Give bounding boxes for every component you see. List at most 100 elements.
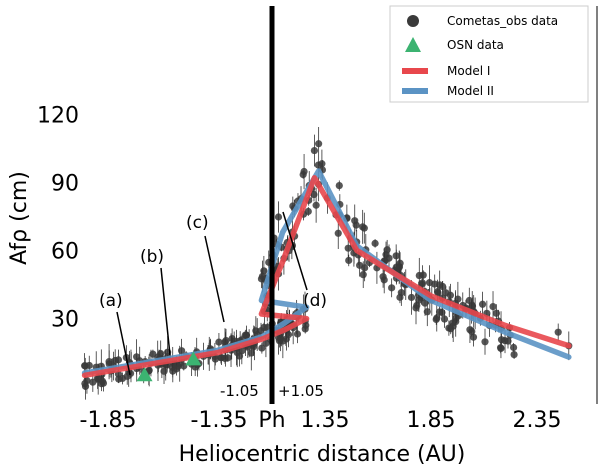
- obs-point: [434, 287, 442, 296]
- legend-box: [389, 5, 589, 103]
- obs-point: [99, 379, 108, 387]
- annotations: (a) (b) (c) (d): [99, 211, 327, 376]
- obs-point: [383, 246, 391, 254]
- obs-point: [300, 167, 308, 176]
- obs-point: [442, 289, 450, 297]
- obs-point: [314, 161, 322, 169]
- model-lines: [81, 168, 572, 379]
- obs-point: [315, 140, 323, 148]
- obs-point: [274, 213, 283, 221]
- obs-point: [492, 309, 500, 317]
- obs-point: [440, 315, 449, 323]
- obs-point: [510, 343, 518, 352]
- perihelion-left-label: -1.05: [220, 382, 259, 400]
- y-tick-label: 120: [37, 103, 79, 128]
- obs-point: [359, 223, 367, 231]
- legend-obs-marker: [407, 15, 419, 27]
- legend-model1-label: Model I: [447, 64, 490, 78]
- obs-point: [301, 325, 309, 333]
- obs-point: [395, 263, 403, 271]
- y-axis-title: Afρ (cm): [7, 171, 32, 265]
- annotation-label: (b): [140, 247, 164, 267]
- model-1-line: [81, 175, 572, 379]
- obs-point: [145, 366, 153, 374]
- annotation-arrow: [160, 267, 171, 356]
- obs-point: [85, 361, 93, 370]
- legend-obs-label: Cometas_obs data: [447, 14, 558, 28]
- obs-point: [361, 264, 369, 272]
- annotation-label: (c): [186, 213, 209, 233]
- obs-point: [169, 367, 177, 375]
- obs-point: [481, 338, 489, 346]
- x-tick-label: 1.35: [301, 408, 350, 433]
- x-tick-label: Ph: [258, 408, 285, 433]
- obs-point: [180, 362, 188, 370]
- obs-point: [312, 201, 320, 209]
- obs-point: [242, 331, 251, 339]
- obs-point: [293, 330, 302, 338]
- obs-point: [435, 308, 444, 316]
- obs-point: [177, 347, 186, 355]
- obs-point: [258, 272, 267, 281]
- y-tick-label: 30: [51, 308, 79, 333]
- annotation-arrow: [116, 311, 131, 376]
- perihelion-right-label: +1.05: [278, 382, 324, 400]
- obs-point: [489, 303, 497, 311]
- x-tick-label: -1.85: [80, 408, 137, 433]
- obs-point: [224, 354, 232, 362]
- obs-point: [412, 304, 420, 312]
- obs-point: [371, 239, 379, 247]
- obs-point: [419, 271, 427, 279]
- obs-point: [81, 380, 89, 388]
- obs-point: [275, 337, 283, 345]
- obs-point: [407, 293, 416, 302]
- obs-point: [260, 323, 268, 332]
- obs-point: [379, 273, 387, 281]
- obs-point: [344, 244, 352, 252]
- obs-point: [118, 374, 127, 383]
- osn-points: [136, 351, 202, 382]
- legend: Cometas_obs data OSN data Model I Model …: [389, 5, 589, 103]
- obs-point: [465, 296, 473, 305]
- obs-point: [304, 207, 312, 216]
- osn-point: [185, 351, 202, 366]
- annotation-arrow: [204, 235, 225, 323]
- obs-point: [149, 350, 157, 358]
- obs-point: [445, 324, 453, 332]
- obs-point: [94, 375, 102, 383]
- obs-point: [478, 300, 487, 308]
- obs-point: [258, 344, 266, 352]
- osn-point: [136, 367, 153, 382]
- obs-point: [388, 284, 396, 292]
- x-tick-label: 1.85: [407, 408, 456, 433]
- legend-osn-marker: [405, 37, 421, 52]
- obs-point: [510, 350, 518, 359]
- obs-point: [211, 355, 219, 363]
- obs-point: [334, 229, 342, 237]
- obs-point: [247, 349, 255, 357]
- obs-point: [335, 181, 343, 190]
- annotation-arrow: [282, 211, 308, 291]
- obs-point: [105, 358, 113, 366]
- legend-osn-label: OSN data: [447, 38, 504, 52]
- obs-point: [345, 256, 353, 265]
- annotation-label: (a): [99, 291, 123, 311]
- obs-point: [496, 344, 505, 352]
- annotation-label: (d): [303, 291, 327, 311]
- obs-point: [160, 367, 168, 375]
- obs-point: [421, 299, 429, 307]
- obs-point: [554, 328, 562, 336]
- x-axis-title: Heliocentric distance (AU): [179, 442, 466, 467]
- x-tick-label: -1.35: [191, 408, 248, 433]
- obs-point: [89, 378, 97, 386]
- obs-point: [126, 369, 135, 378]
- x-tick-label: 2.35: [513, 408, 562, 433]
- legend-model2-label: Model II: [447, 84, 494, 98]
- obs-point: [114, 356, 123, 364]
- obs-point: [133, 353, 141, 361]
- y-tick-label: 90: [51, 171, 79, 196]
- obs-point: [504, 337, 512, 345]
- obs-point: [215, 338, 223, 346]
- y-tick-label: 60: [51, 239, 79, 264]
